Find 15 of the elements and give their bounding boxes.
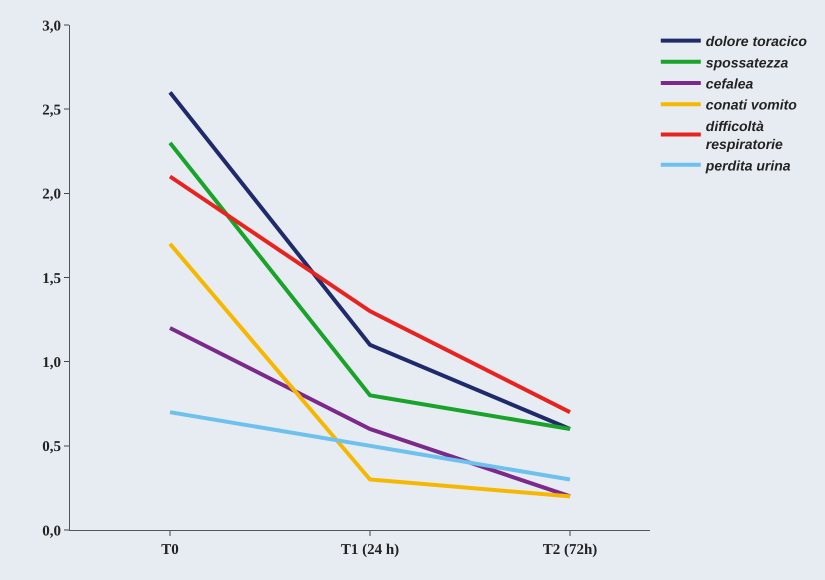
legend-label: conati vomito [706, 96, 798, 113]
legend-label: dolore toracico [706, 33, 808, 50]
y-tick-label: 0,5 [42, 439, 61, 456]
y-tick-label: 1,0 [42, 354, 61, 371]
y-tick-label: 3,0 [42, 18, 61, 34]
x-tick-label: T2 (72h) [542, 542, 598, 558]
y-tick-label: 0,0 [42, 523, 61, 540]
x-tick-label: T1 (24 h) [340, 542, 400, 558]
y-tick-label: 2,5 [42, 102, 61, 118]
legend-label: spossatezza [706, 54, 788, 70]
legend-label: cefalea [706, 75, 754, 92]
x-tick-label: T0 [161, 542, 179, 558]
legend-label: perdita urina [704, 157, 791, 174]
y-tick-label: 1,5 [42, 270, 61, 287]
y-tick-label: 2,0 [42, 186, 61, 203]
